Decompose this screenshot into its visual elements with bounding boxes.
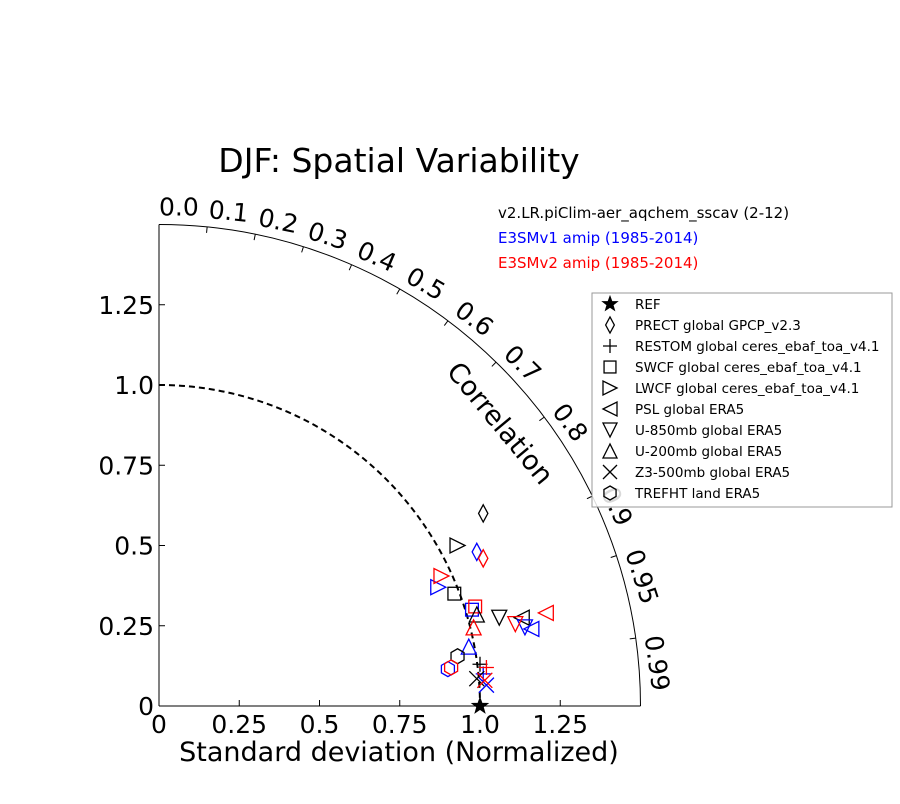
data-point-triangle-down xyxy=(506,615,524,634)
axes-layer: 0 0.25 0.5 0.75 1.0 1.25 0 0.25 0.5 0.75 1.0 1.25 0.… xyxy=(98,193,675,740)
legend-label: PRECT global GPCP_v2.3 xyxy=(635,318,801,334)
data-point-star xyxy=(470,696,490,714)
x-axis-label: Standard deviation (Normalized) xyxy=(179,737,619,768)
correlation-tick-mark xyxy=(348,264,353,271)
correlation-tick-label: 0.3 xyxy=(304,216,351,256)
correlation-tick-label: 0.4 xyxy=(353,235,401,277)
run-labels: v2.LR.piClim-aer_aqchem_sscav (2-12) E3SM… xyxy=(498,204,789,272)
legend-marker-diamond xyxy=(604,315,616,335)
correlation-tick-label: 0.8 xyxy=(547,398,594,447)
data-point-square xyxy=(468,599,483,614)
x-tick-label: 0.75 xyxy=(372,710,428,739)
data-point-triangle-left xyxy=(522,620,540,638)
run-label: E3SMv1 amip (1985-2014) xyxy=(498,229,698,247)
data-point-square xyxy=(447,586,462,601)
data-point-triangle-up xyxy=(460,637,478,655)
legend-label: U-850mb global ERA5 xyxy=(635,423,782,439)
y-tick-label: 0.25 xyxy=(98,612,154,641)
legend-label: LWCF global ceres_ebaf_toa_v4.1 xyxy=(635,381,859,397)
y-tick-label: 0.5 xyxy=(114,532,154,561)
legend-marker-hexagon xyxy=(603,485,617,501)
legend: REF PRECT global GPCP_v2.3 RESTOM global c… xyxy=(591,292,893,508)
x-tick-label: 1.25 xyxy=(532,710,588,739)
data-point-triangle-right xyxy=(449,536,467,555)
legend-marker-triangle-left xyxy=(601,400,618,418)
legend-marker-plus xyxy=(603,339,617,353)
legend-label: SWCF global ceres_ebaf_toa_v4.1 xyxy=(635,360,862,376)
legend-label: RESTOM global ceres_ebaf_toa_v4.1 xyxy=(635,339,880,355)
correlation-tick-mark xyxy=(586,495,593,500)
correlation-tick-mark xyxy=(396,288,401,295)
legend-label: Z3-500mb global ERA5 xyxy=(635,465,790,481)
data-point-triangle-left xyxy=(536,604,554,622)
data-point-triangle-up xyxy=(465,618,483,636)
data-point-diamond xyxy=(477,548,489,569)
legend-marker-x xyxy=(602,464,618,480)
correlation-tick-mark xyxy=(206,226,208,233)
correlation-tick-label: 0.95 xyxy=(619,546,664,608)
reference-std-arc xyxy=(158,384,481,707)
run-label: E3SMv2 amip (1985-2014) xyxy=(498,254,698,272)
x-tick-label: 0.5 xyxy=(300,710,340,739)
correlation-tick-mark xyxy=(443,320,449,326)
data-point-plus xyxy=(472,656,488,672)
y-tick-label: 0 xyxy=(138,692,154,721)
x-tick-label: 0 xyxy=(151,710,167,739)
run-label: v2.LR.piClim-aer_aqchem_sscav (2-12) xyxy=(498,204,789,223)
legend-label: U-200mb global ERA5 xyxy=(635,444,782,460)
correlation-tick-label: 0.5 xyxy=(401,261,450,306)
data-point-x xyxy=(478,677,495,694)
legend-marker-triangle-down xyxy=(601,422,619,439)
correlation-tick-label: 0.7 xyxy=(498,339,547,388)
data-point-triangle-right xyxy=(430,578,448,596)
x-tick-label: 1.0 xyxy=(460,710,500,739)
legend-label: TREFHT land ERA5 xyxy=(634,486,760,502)
correlation-tick-label: 0.99 xyxy=(639,634,676,693)
correlation-tick-label: 0.6 xyxy=(450,295,499,342)
data-point-hexagon xyxy=(440,660,456,678)
correlation-tick-mark xyxy=(539,416,545,422)
correlation-tick-mark xyxy=(301,246,304,253)
correlation-axis-label: Correlation xyxy=(440,356,559,490)
chart-title: DJF: Spatial Variability xyxy=(218,141,579,180)
data-point-hexagon xyxy=(443,659,459,676)
correlation-tick-label: 0.0 xyxy=(159,193,199,222)
x-tick-label: 0.25 xyxy=(211,710,267,739)
data-point-plus xyxy=(478,659,494,675)
data-points-layer xyxy=(430,503,554,714)
correlation-tick-label: 0.1 xyxy=(207,195,249,228)
correlation-tick-mark xyxy=(610,555,617,559)
y-tick-label: 1.25 xyxy=(98,291,154,320)
legend-box xyxy=(591,292,893,508)
legend-label: PSL global ERA5 xyxy=(635,402,744,418)
y-tick-label: 1.0 xyxy=(114,371,154,400)
correlation-tick-mark xyxy=(253,234,256,241)
outer-arc xyxy=(158,224,641,707)
correlation-tick-label: 0.2 xyxy=(256,203,301,239)
legend-marker-triangle-right xyxy=(602,379,619,397)
data-point-triangle-down xyxy=(490,609,508,627)
data-point-triangle-right xyxy=(433,567,451,585)
legend-marker-star xyxy=(601,294,619,312)
data-point-triangle-left xyxy=(512,609,530,627)
data-point-diamond xyxy=(471,541,483,562)
y-tick-label: 0.75 xyxy=(98,451,154,480)
correlation-tick-mark xyxy=(491,361,497,367)
legend-label: REF xyxy=(635,297,661,313)
data-point-triangle-up xyxy=(468,605,486,623)
data-point-diamond xyxy=(477,503,489,524)
data-point-triangle-down xyxy=(516,619,534,637)
correlation-tick-mark xyxy=(629,637,636,640)
legend-marker-square xyxy=(603,360,617,374)
data-point-x xyxy=(476,672,493,689)
legend-marker-triangle-up xyxy=(601,442,619,459)
